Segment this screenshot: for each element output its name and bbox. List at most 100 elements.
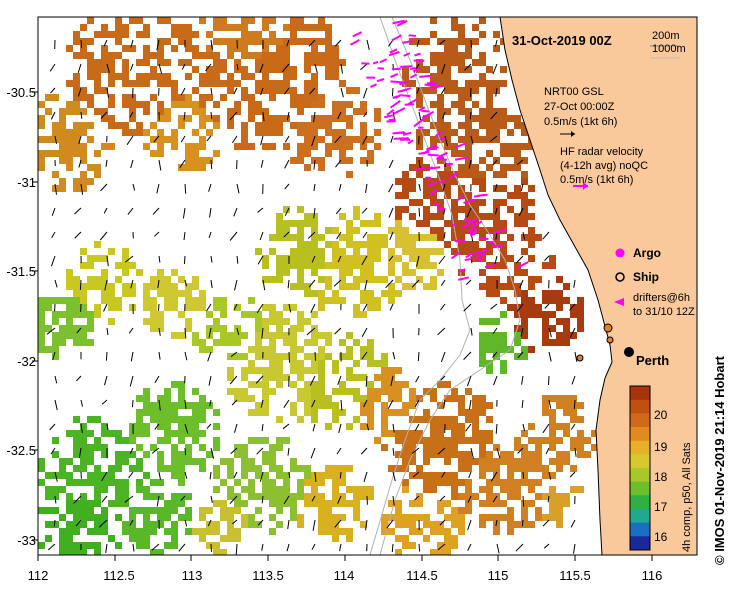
sst-cell (374, 360, 381, 367)
sst-cell (122, 255, 129, 262)
sst-cell (521, 248, 528, 255)
sst-cell (276, 234, 283, 241)
sst-cell (213, 339, 220, 346)
sst-cell (325, 514, 332, 521)
sst-cell (360, 346, 367, 353)
sst-cell (213, 297, 220, 304)
sst-cell (493, 346, 500, 353)
sst-cell (395, 220, 402, 227)
hf-radar-vector (402, 39, 413, 44)
sst-cell (325, 283, 332, 290)
gsl-velocity-arrow (463, 303, 472, 312)
colorbar-step (630, 495, 650, 510)
sst-cell (486, 458, 493, 465)
sst-cell (493, 185, 500, 192)
sst-cell (129, 521, 136, 528)
sst-cell (465, 500, 472, 507)
sst-cell (521, 479, 528, 486)
sst-cell (374, 129, 381, 136)
sst-cell (157, 283, 164, 290)
sst-cell (248, 297, 255, 304)
sst-cell (395, 430, 402, 437)
sst-cell (304, 241, 311, 248)
sst-cell (437, 234, 444, 241)
gsl-velocity-arrow (494, 207, 498, 215)
gsl-velocity-arrow (442, 111, 446, 119)
sst-cell (493, 129, 500, 136)
sst-cell (122, 248, 129, 255)
sst-cell (87, 66, 94, 73)
sst-cell (395, 465, 402, 472)
sst-cell (304, 59, 311, 66)
sst-cell (101, 66, 108, 73)
gsl-velocity-arrow (392, 423, 395, 433)
sst-cell (514, 444, 521, 451)
sst-cell (374, 213, 381, 220)
sst-cell (458, 241, 465, 248)
sst-cell (108, 59, 115, 66)
sst-cell (136, 542, 143, 549)
gsl-velocity-arrow (235, 543, 238, 555)
gsl-velocity-arrow (363, 399, 368, 408)
sst-cell (311, 136, 318, 143)
sst-cell (339, 234, 346, 241)
sst-cell (360, 122, 367, 129)
y-tick-label: -32 (17, 354, 36, 369)
sst-cell (101, 115, 108, 122)
sst-cell (318, 248, 325, 255)
sst-cell (262, 437, 269, 444)
sst-cell (101, 507, 108, 514)
sst-cell (164, 542, 171, 549)
sst-cell (45, 94, 52, 101)
sst-cell (388, 465, 395, 472)
sst-cell (423, 458, 430, 465)
sst-cell (297, 346, 304, 353)
hf-radar-vector (469, 232, 477, 237)
sst-cell (367, 346, 374, 353)
sst-cell (367, 486, 374, 493)
sst-cell (290, 493, 297, 500)
sst-cell (325, 66, 332, 73)
sst-cell (325, 129, 332, 136)
gsl-velocity-arrow (418, 207, 421, 217)
sst-cell (66, 318, 73, 325)
sst-cell (38, 332, 45, 339)
sst-cell (164, 528, 171, 535)
sst-cell (262, 304, 269, 311)
sst-cell (255, 437, 262, 444)
gsl-velocity-arrow (51, 255, 56, 267)
gsl-velocity-arrow (441, 63, 446, 74)
sst-cell (430, 248, 437, 255)
sst-cell (122, 31, 129, 38)
sst-cell (395, 521, 402, 528)
sst-cell (248, 360, 255, 367)
sst-cell (325, 143, 332, 150)
sst-cell (374, 220, 381, 227)
sst-cell (171, 444, 178, 451)
sst-cell (458, 59, 465, 66)
sst-cell (521, 353, 528, 360)
sst-cell (423, 185, 430, 192)
sst-cell (339, 157, 346, 164)
sst-cell (136, 430, 143, 437)
gsl-velocity-arrow (156, 183, 160, 194)
sst-cell (206, 94, 213, 101)
sst-cell (486, 101, 493, 108)
gsl-velocity-arrow (236, 255, 239, 264)
sst-cell (276, 465, 283, 472)
sst-cell (458, 514, 465, 521)
sst-cell (458, 101, 465, 108)
sst-cell (563, 395, 570, 402)
sst-cell (395, 255, 402, 262)
sst-cell (395, 213, 402, 220)
sst-cell (178, 115, 185, 122)
sst-cell (276, 325, 283, 332)
sst-cell (101, 59, 108, 66)
gsl-velocity-arrow (338, 183, 342, 191)
sst-cell (304, 94, 311, 101)
sst-cell (192, 339, 199, 346)
sst-cell (199, 52, 206, 59)
sst-cell (129, 451, 136, 458)
sst-cell (164, 395, 171, 402)
gsl-velocity-arrow (521, 375, 524, 385)
